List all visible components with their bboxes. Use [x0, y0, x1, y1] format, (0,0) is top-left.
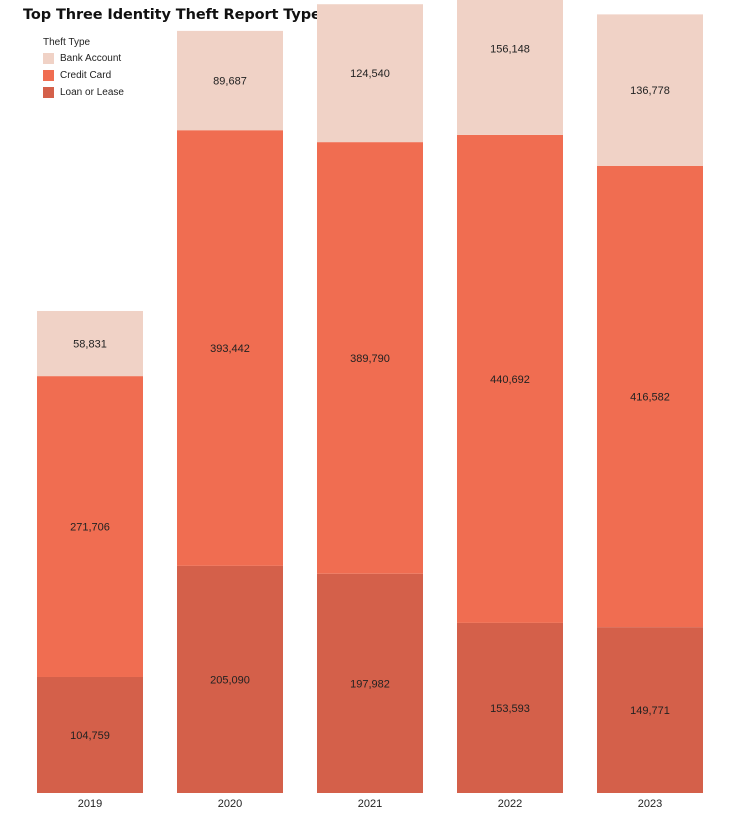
- legend-title: Theft Type: [43, 37, 91, 48]
- legend-swatch-credit-card: [43, 70, 54, 81]
- data-label-loan-or-lease-2022: 153,593: [490, 703, 530, 715]
- legend-label-bank-account: Bank Account: [60, 53, 122, 64]
- bar-segment-loan-or-lease-2021: [317, 573, 423, 793]
- data-label-loan-or-lease-2023: 149,771: [630, 705, 670, 717]
- data-label-credit-card-2021: 389,790: [350, 353, 390, 365]
- data-label-bank-account-2023: 136,778: [630, 85, 670, 97]
- legend-item-bank-account: Bank Account: [43, 50, 124, 67]
- bar-segment-credit-card-2021: [317, 142, 423, 574]
- bar-segment-bank-account-2023: [597, 14, 703, 166]
- data-label-credit-card-2022: 440,692: [490, 374, 530, 386]
- legend-swatch-bank-account: [43, 53, 54, 64]
- data-label-loan-or-lease-2021: 197,982: [350, 678, 390, 690]
- legend-label-loan-or-lease: Loan or Lease: [60, 87, 124, 98]
- x-tick-label-2019: 2019: [78, 798, 102, 810]
- data-label-credit-card-2020: 393,442: [210, 343, 250, 355]
- legend: Theft Type Bank Account Credit Card Loan…: [43, 37, 124, 101]
- data-label-loan-or-lease-2020: 205,090: [210, 674, 250, 686]
- bar-segment-credit-card-2023: [597, 165, 703, 628]
- bar-segment-credit-card-2019: [37, 376, 143, 677]
- legend-swatch-loan-or-lease: [43, 87, 54, 98]
- bar-segment-bank-account-2019: [37, 310, 143, 377]
- bar-segment-credit-card-2020: [177, 130, 283, 566]
- data-label-bank-account-2019: 58,831: [73, 339, 107, 351]
- data-label-credit-card-2019: 271,706: [70, 522, 110, 534]
- bar-segment-loan-or-lease-2022: [457, 622, 563, 793]
- legend-item-loan-or-lease: Loan or Lease: [43, 84, 124, 101]
- data-label-bank-account-2022: 156,148: [490, 43, 530, 55]
- data-label-bank-account-2021: 124,540: [350, 68, 390, 80]
- legend-item-credit-card: Credit Card: [43, 67, 124, 84]
- bar-segment-bank-account-2021: [317, 4, 423, 143]
- bar-segment-loan-or-lease-2023: [597, 627, 703, 793]
- x-tick-label-2023: 2023: [638, 798, 662, 810]
- bar-segment-loan-or-lease-2020: [177, 565, 283, 793]
- data-label-bank-account-2020: 89,687: [213, 76, 247, 88]
- bar-segment-bank-account-2022: [457, 0, 563, 135]
- legend-label-credit-card: Credit Card: [60, 70, 112, 81]
- bar-segment-bank-account-2020: [177, 30, 283, 131]
- x-tick-label-2021: 2021: [358, 798, 382, 810]
- data-label-loan-or-lease-2019: 104,759: [70, 730, 110, 742]
- chart-title: Top Three Identity Theft Report Types by…: [23, 7, 395, 23]
- bar-segment-loan-or-lease-2019: [37, 676, 143, 793]
- data-label-credit-card-2023: 416,582: [630, 391, 670, 403]
- bar-segment-credit-card-2022: [457, 134, 563, 623]
- x-tick-label-2020: 2020: [218, 798, 242, 810]
- x-tick-label-2022: 2022: [498, 798, 522, 810]
